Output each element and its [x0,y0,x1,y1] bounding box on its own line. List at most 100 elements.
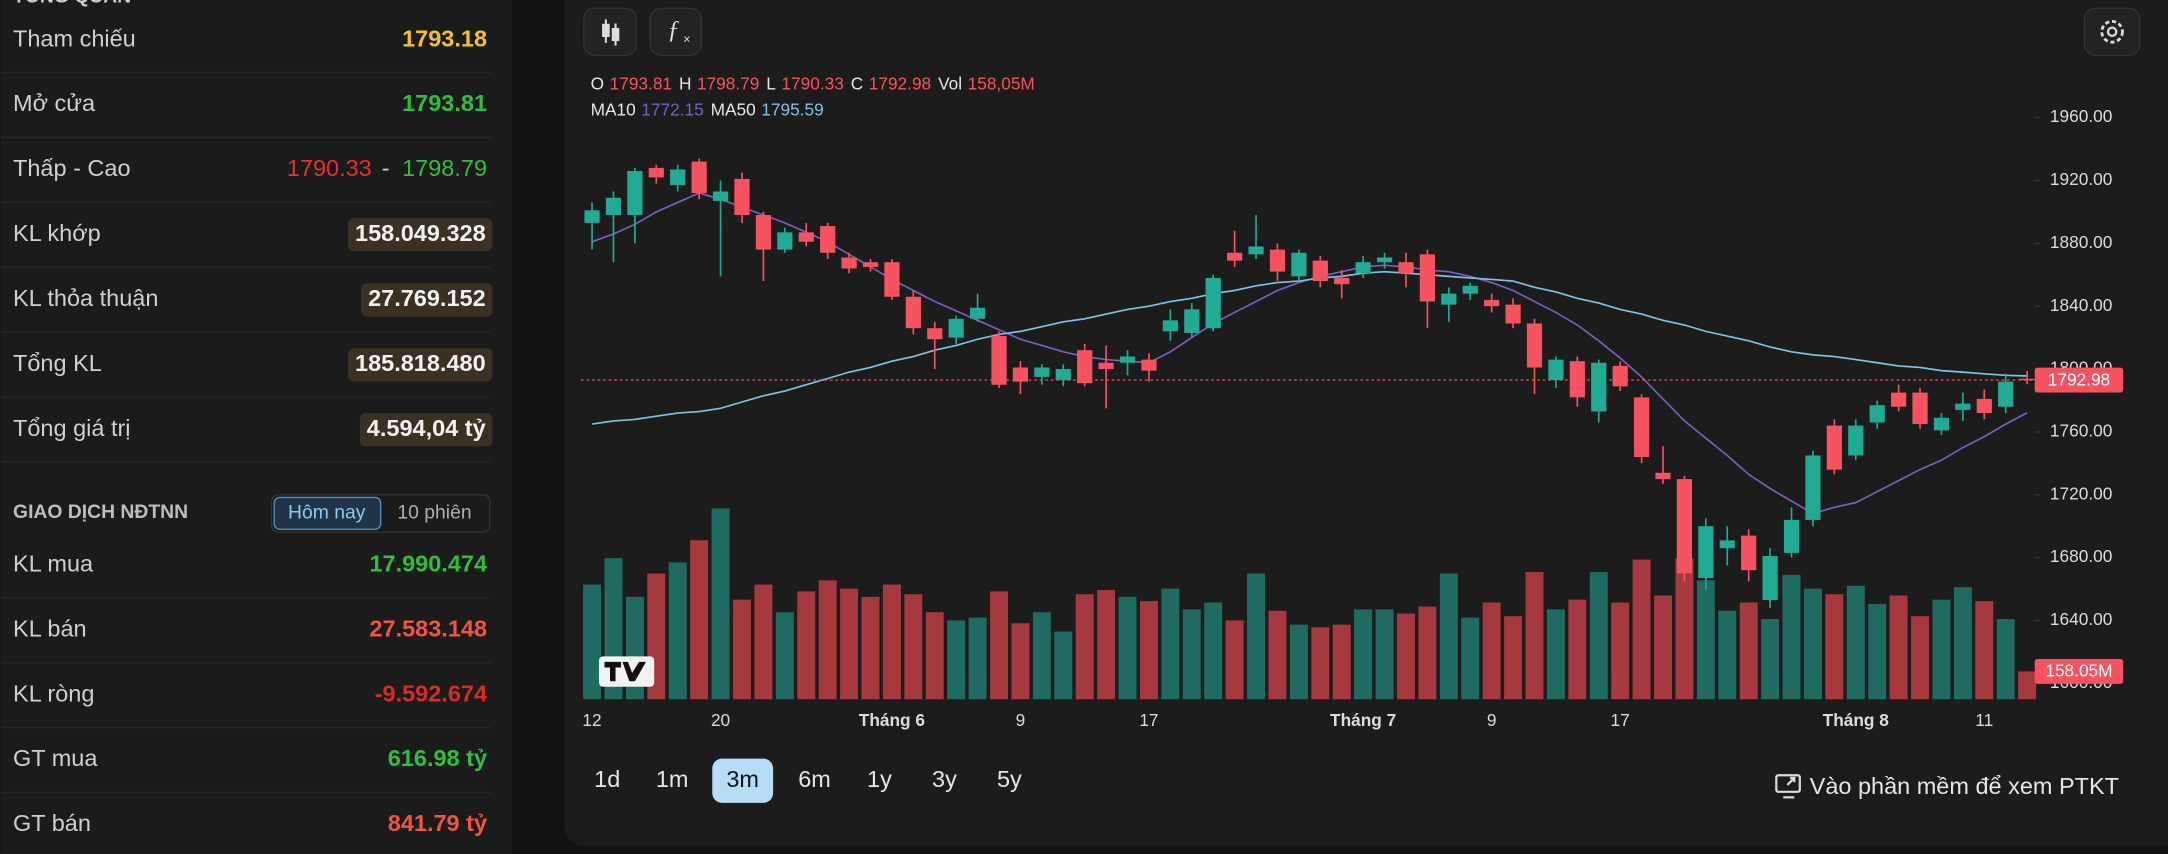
x-tick-label: 12 [582,710,601,730]
tab[interactable]: 10 phiên [397,501,471,523]
legend-value: 1792.98 [869,73,931,93]
candle-body [648,167,664,178]
range-button[interactable]: 5y [997,766,1022,792]
tab-active-bg[interactable] [273,496,382,530]
range-button[interactable]: 3m [726,766,759,792]
volume-bar [1204,602,1223,700]
candle-body [1526,323,1543,368]
volume-bar [1803,588,1822,700]
candle-body [1655,472,1671,480]
range-button[interactable]: 1d [594,766,620,792]
row-label: Thấp - Cao [13,155,130,181]
y-tick-label: 1720.00 [2050,483,2112,503]
volume-bar [733,599,751,700]
volume-bar [1182,609,1201,700]
candle-body [777,232,793,250]
y-tick-label: 1960.00 [2050,106,2112,126]
high-value: 1798.79 [402,155,487,181]
volume-bar [1332,624,1351,700]
volume-bar [1461,617,1480,700]
low-value: 1790.33 [287,155,372,181]
volume-bar [668,562,687,700]
volume-bar [968,617,987,700]
candle-body [991,336,1007,385]
volume-bar [690,540,709,700]
volume-bar [925,612,944,700]
tab[interactable]: Hôm nay [288,501,366,523]
volume-bar [818,580,837,700]
candle-body [1591,362,1607,412]
candle-body [755,215,772,250]
candle-body [948,318,964,338]
candle-body [1441,293,1457,305]
volume-bar [1739,602,1758,700]
candle-body [1848,425,1864,456]
candle-body [1098,362,1114,370]
row-value: 1793.81 [402,90,487,116]
row-label: KL ròng [13,680,94,706]
candle-body [1569,361,1585,398]
candle-body [1783,519,1800,553]
candle-body [1291,252,1307,277]
volume-bar [1075,594,1094,700]
fx-icon-x: × [683,32,690,46]
monitor-icon [1775,774,1801,799]
candle-body [1034,367,1050,377]
volume-bar [1289,624,1308,700]
candle-body [1055,369,1071,381]
candle-body [691,161,707,194]
row-label: Mở cửa [13,90,96,116]
range-active-bg[interactable] [712,758,774,803]
volume-bar [1932,599,1951,700]
value-badge [361,283,493,317]
candle-body [1548,359,1564,381]
volume-bar [1696,580,1715,700]
row-label: KL bán [13,615,87,641]
price-tag-label: 1792.98 [2048,369,2110,389]
volume-bar [1782,574,1801,700]
x-tick-label: 20 [711,710,730,730]
price-tag [2034,367,2124,393]
volume-bar [797,591,816,700]
candle-body [798,232,814,242]
candle-body [1719,540,1735,549]
candle-body [1077,350,1093,384]
candle-body [605,197,622,216]
candle-body [1698,526,1714,579]
section-title: TỔNG QUAN [13,0,131,7]
volume-bar [1611,602,1630,700]
row-value: -9.592.674 [375,680,487,706]
range-button[interactable]: 1y [867,766,892,792]
volume-bar [1996,619,2015,700]
software-link[interactable]: Vào phần mềm để xem PTKT [1810,773,2119,799]
ma-line [591,270,2028,425]
candle-body [884,262,900,297]
volume-bar [1439,573,1458,700]
volume-bar [1418,606,1437,700]
volume-tag [2034,658,2124,684]
volume-bar [1846,585,1865,700]
candle-type-button[interactable] [583,7,637,56]
row-value: 4.594,04 tỷ [367,415,486,441]
candle-body [1312,260,1328,282]
volume-bar [1482,602,1501,700]
candle-body [969,307,986,319]
volume-bar [1011,623,1030,700]
x-tick-label: 17 [1611,710,1630,730]
candle-body [734,178,750,216]
indicator-button[interactable] [649,7,702,56]
volume-bar [583,584,602,700]
volume-bar [1032,612,1051,700]
volume-bar [1825,594,1844,700]
legend-key: L [766,73,776,93]
candle-body [1976,398,1992,414]
range-button[interactable]: 3y [932,766,957,792]
range-button[interactable]: 1m [656,766,689,792]
settings-button[interactable] [2083,7,2141,56]
volume-bar [1375,609,1394,700]
legend-key: H [679,73,691,93]
range-toolbar: 1d 1m 3m 6m 1y 3y 5y Vào phần mềm để xem PTKT [594,758,2119,803]
range-button[interactable]: 6m [798,766,831,792]
row-label: GT bán [13,810,91,836]
